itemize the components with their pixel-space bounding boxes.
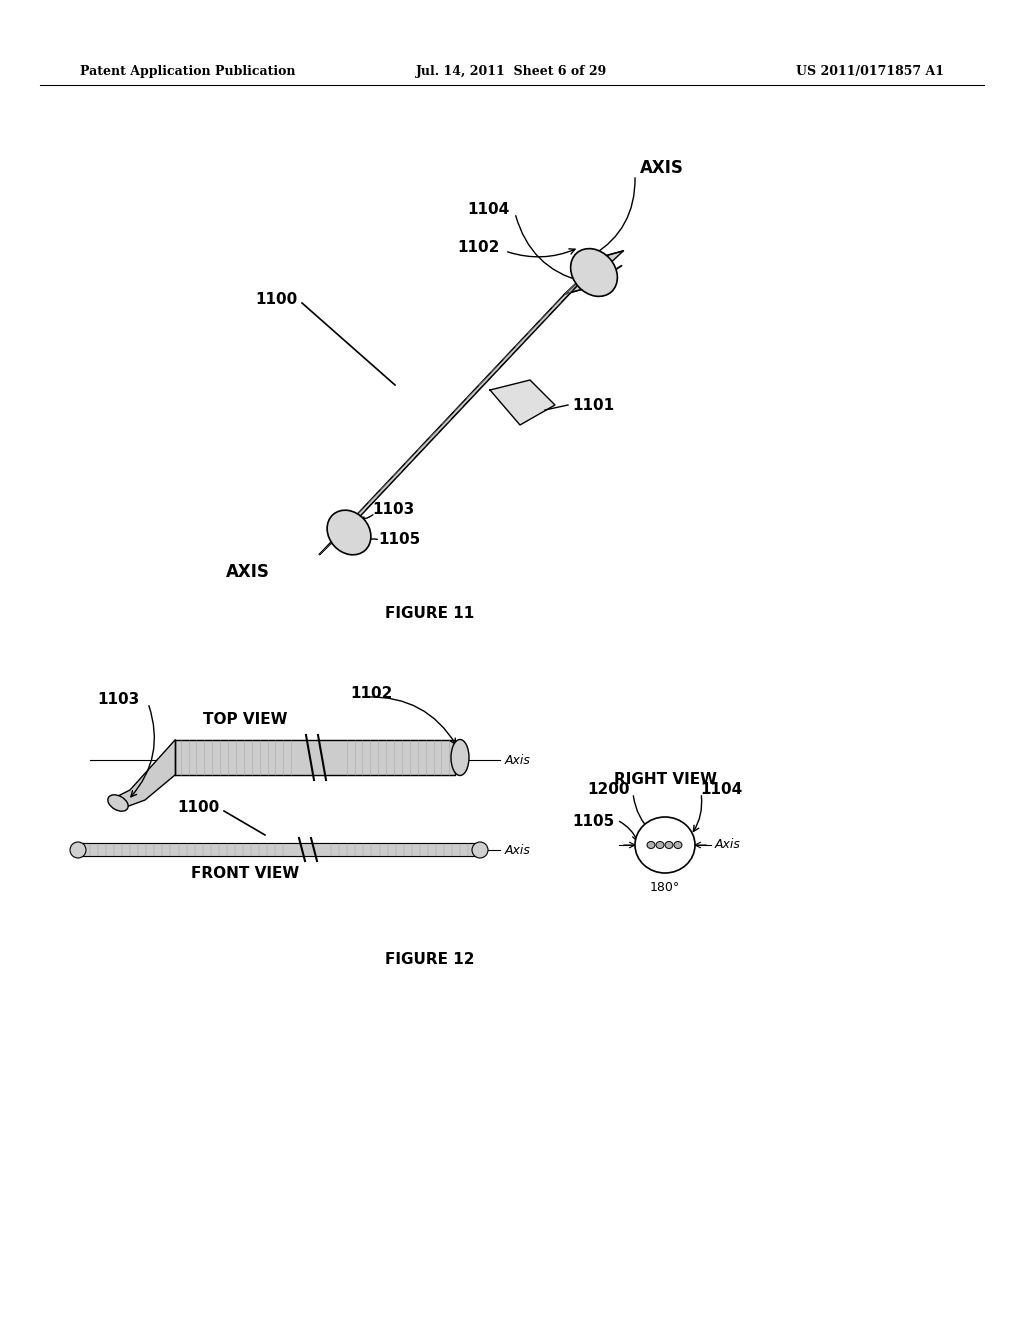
- Ellipse shape: [327, 511, 371, 554]
- Ellipse shape: [656, 842, 664, 849]
- Text: 1104: 1104: [468, 202, 510, 218]
- Text: 1102: 1102: [458, 240, 500, 256]
- Ellipse shape: [635, 817, 695, 873]
- Text: AXIS: AXIS: [640, 158, 684, 177]
- Text: TOP VIEW: TOP VIEW: [203, 713, 288, 727]
- Text: 180°: 180°: [650, 880, 680, 894]
- Text: 1200: 1200: [588, 783, 630, 797]
- Text: Axis: Axis: [505, 754, 530, 767]
- Ellipse shape: [570, 248, 617, 297]
- Ellipse shape: [665, 842, 673, 849]
- Circle shape: [472, 842, 488, 858]
- Text: FIGURE 11: FIGURE 11: [385, 606, 475, 622]
- Text: 1102: 1102: [350, 685, 392, 701]
- Text: Axis: Axis: [505, 843, 530, 857]
- Text: FRONT VIEW: FRONT VIEW: [190, 866, 299, 880]
- Ellipse shape: [108, 795, 128, 812]
- Polygon shape: [564, 251, 624, 294]
- Polygon shape: [175, 741, 455, 775]
- Circle shape: [70, 842, 86, 858]
- Ellipse shape: [451, 739, 469, 776]
- Text: Axis: Axis: [715, 838, 741, 851]
- Text: 1100: 1100: [256, 293, 298, 308]
- Polygon shape: [319, 256, 605, 554]
- Text: 1105: 1105: [378, 532, 420, 548]
- Polygon shape: [490, 380, 555, 425]
- Text: AXIS: AXIS: [226, 564, 270, 581]
- Text: 1105: 1105: [572, 814, 615, 829]
- Text: FIGURE 12: FIGURE 12: [385, 953, 475, 968]
- Polygon shape: [78, 843, 480, 855]
- Text: RIGHT VIEW: RIGHT VIEW: [613, 771, 717, 787]
- Text: US 2011/0171857 A1: US 2011/0171857 A1: [796, 66, 944, 78]
- Text: Jul. 14, 2011  Sheet 6 of 29: Jul. 14, 2011 Sheet 6 of 29: [417, 66, 607, 78]
- Text: 1104: 1104: [700, 783, 742, 797]
- Polygon shape: [110, 741, 175, 810]
- Text: 1103: 1103: [97, 693, 140, 708]
- Text: Patent Application Publication: Patent Application Publication: [80, 66, 296, 78]
- Text: 1100: 1100: [178, 800, 220, 816]
- Ellipse shape: [674, 842, 682, 849]
- Text: 1101: 1101: [572, 397, 614, 412]
- Ellipse shape: [647, 842, 655, 849]
- Text: 1103: 1103: [372, 503, 415, 517]
